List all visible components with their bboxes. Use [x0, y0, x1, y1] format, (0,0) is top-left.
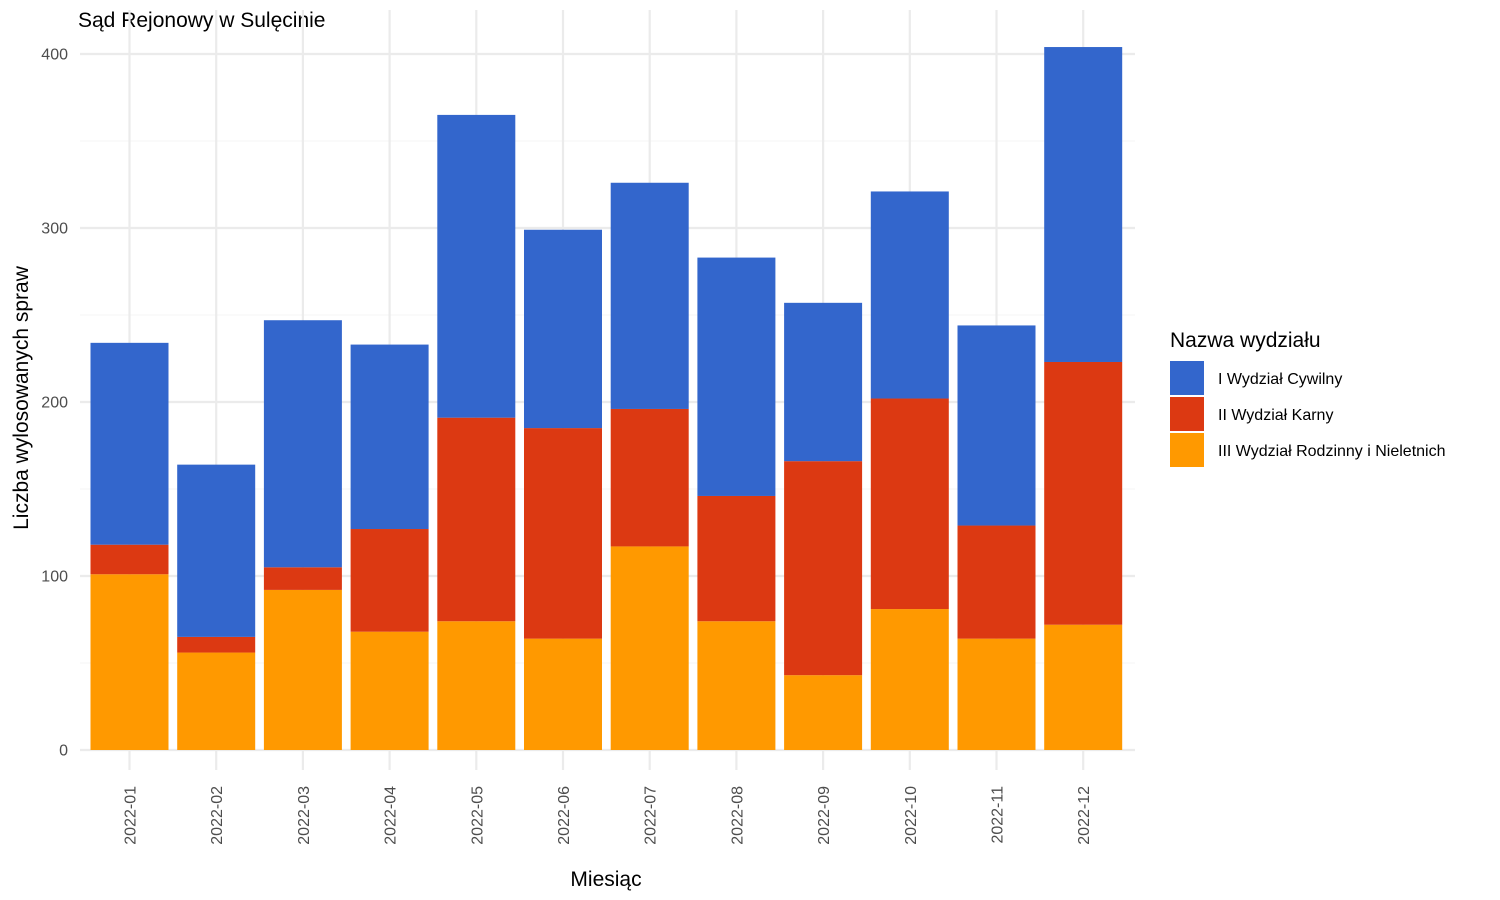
- plot-bars: [90, 47, 1123, 750]
- x-tick-label: 2022-08: [729, 786, 746, 845]
- bar-segment: [437, 114, 516, 418]
- bar-segment: [784, 675, 863, 750]
- bar-segment: [90, 544, 169, 575]
- bar-segment: [90, 574, 169, 750]
- x-tick-label: 2022-05: [469, 786, 486, 845]
- bar-segment: [610, 182, 689, 409]
- x-tick-label: 2022-10: [903, 786, 920, 845]
- legend-swatch: [1170, 397, 1204, 431]
- x-axis-ticks: 2022-01 2022-02 2022-03 2022-04 2022-05 2022-…: [123, 786, 1094, 845]
- bar-segment: [177, 652, 256, 750]
- bar-segment: [697, 257, 776, 496]
- y-tick-label: 200: [41, 395, 68, 412]
- bar-segment: [177, 636, 256, 653]
- x-tick-label: 2022-09: [816, 786, 833, 845]
- bar-segment: [957, 525, 1036, 639]
- x-tick-label: 2022-12: [1076, 786, 1093, 845]
- legend-label: III Wydział Rodzinny i Nieletnich: [1218, 443, 1446, 460]
- bar-segment: [90, 342, 169, 545]
- legend-label: II Wydział Karny: [1218, 407, 1333, 424]
- x-tick-label: 2022-02: [209, 786, 226, 845]
- bar-segment: [263, 589, 342, 750]
- bar-segment: [1044, 361, 1123, 625]
- x-tick-label: 2022-06: [556, 786, 573, 845]
- bar-segment: [350, 529, 429, 632]
- bar-segment: [437, 417, 516, 622]
- y-axis-ticks: 0 100 200 300 400: [41, 47, 68, 760]
- y-tick-label: 400: [41, 47, 68, 64]
- x-tick-label: 2022-07: [643, 786, 660, 845]
- bar-segment: [784, 461, 863, 676]
- bar-segment: [350, 344, 429, 530]
- bar-segment: [263, 320, 342, 568]
- bar-segment: [524, 638, 602, 750]
- legend-label: I Wydział Cywilny: [1218, 371, 1342, 388]
- legend-swatch: [1170, 361, 1204, 395]
- x-axis-title: Miesiąc: [570, 868, 641, 891]
- bar-segment: [610, 546, 689, 750]
- x-tick-label: 2022-03: [296, 786, 313, 845]
- bar-segment: [524, 428, 602, 639]
- y-tick-label: 100: [41, 569, 68, 586]
- bar-segment: [697, 495, 776, 622]
- bar-segment: [610, 408, 689, 547]
- bar-segment: [957, 325, 1036, 526]
- chart-title: Sąd Rejonowy w Sulęcinie: [78, 9, 325, 32]
- bar-segment: [870, 191, 949, 399]
- bar-segment: [437, 621, 516, 750]
- bar-segment: [524, 229, 602, 429]
- legend: Nazwa wydziału I Wydział Cywilny II Wydzi…: [1170, 329, 1446, 467]
- y-tick-label: 0: [59, 743, 68, 760]
- bar-segment: [870, 398, 949, 610]
- bar-segment: [697, 621, 776, 750]
- y-tick-label: 300: [41, 221, 68, 238]
- bar-segment: [350, 631, 429, 750]
- y-axis-title: Liczba wylosowanych spraw: [10, 265, 33, 530]
- bar-segment: [957, 638, 1036, 750]
- bar-segment: [784, 302, 863, 462]
- bar-segment: [870, 609, 949, 750]
- bar-segment: [177, 464, 256, 637]
- bar-segment: [1044, 624, 1123, 750]
- legend-swatch: [1170, 433, 1204, 467]
- x-tick-label: 2022-01: [123, 786, 140, 845]
- x-tick-label: 2022-11: [990, 786, 1007, 844]
- x-tick-label: 2022-04: [383, 786, 400, 845]
- bar-segment: [263, 567, 342, 590]
- legend-title: Nazwa wydziału: [1170, 329, 1321, 352]
- bar-segment: [1044, 47, 1123, 362]
